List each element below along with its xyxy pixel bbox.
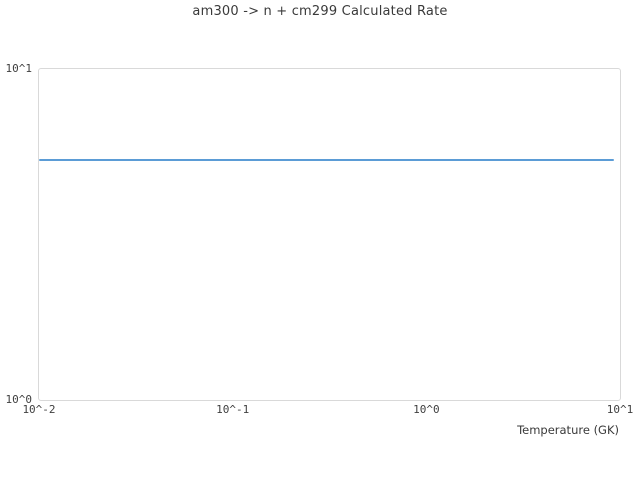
y-tick-label: 10^0: [5, 393, 33, 406]
plot-area: [38, 68, 621, 401]
x-tick-label: 10^-2: [22, 403, 56, 416]
x-tick-label: 10^1: [606, 403, 634, 416]
chart-title: am300 -> n + cm299 Calculated Rate: [192, 4, 448, 19]
x-axis-label: Temperature (GK): [517, 423, 619, 437]
y-tick-label: 10^1: [5, 62, 33, 75]
rate-line-series: [39, 159, 614, 162]
x-tick-label: 10^-1: [216, 403, 250, 416]
x-tick-label: 10^0: [413, 403, 440, 416]
